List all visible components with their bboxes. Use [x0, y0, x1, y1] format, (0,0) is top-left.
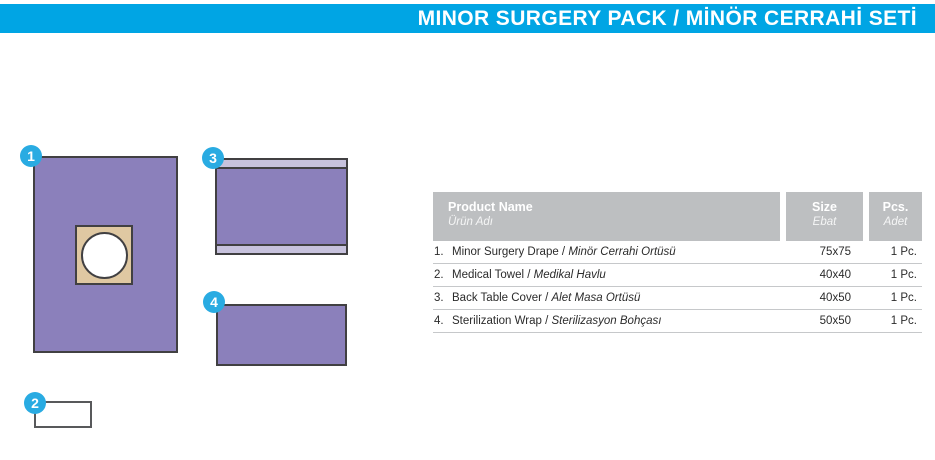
- table-header: Product Name Ürün Adı Size Ebat Pcs. Ade…: [433, 192, 922, 241]
- header-pcs-en: Pcs.: [882, 200, 909, 214]
- product-name-cell: Sterilization Wrap / Sterilizasyon Bohça…: [452, 315, 780, 327]
- product-name-cell: Back Table Cover / Alet Masa Örtüsü: [452, 292, 780, 304]
- product-table: Product Name Ürün Adı Size Ebat Pcs. Ade…: [433, 192, 922, 333]
- back-table-cover-illustration: [215, 158, 348, 255]
- page-title: MINOR SURGERY PACK / MİNÖR CERRAHİ SETİ: [417, 6, 917, 30]
- product-name-cell: Minor Surgery Drape / Minör Cerrahi Örtü…: [452, 246, 780, 258]
- size-value: 40x40: [819, 269, 851, 281]
- header-product-name: Product Name Ürün Adı: [433, 192, 780, 241]
- name-separator: /: [558, 246, 569, 258]
- fenestration-window: [75, 225, 133, 285]
- product-name-en: Medical Towel: [452, 269, 525, 281]
- cover-top-fold: [217, 160, 346, 169]
- header-product-name-en: Product Name: [448, 200, 533, 214]
- row-number: 1.: [434, 246, 444, 258]
- size-value: 40x50: [819, 292, 851, 304]
- header-pcs: Pcs. Adet: [869, 192, 922, 241]
- title-bar: MINOR SURGERY PACK / MİNÖR CERRAHİ SETİ: [0, 4, 935, 33]
- item-badge-1: 1: [20, 145, 42, 167]
- item-badge-2: 2: [24, 392, 46, 414]
- product-name-tr: Medikal Havlu: [533, 269, 606, 281]
- cover-bottom-fold: [217, 244, 346, 253]
- pcs-value: 1 Pc.: [890, 269, 917, 281]
- product-name-tr: Sterilizasyon Bohçası: [551, 315, 662, 327]
- table-row: 4. Sterilization Wrap / Sterilizasyon Bo…: [433, 310, 922, 333]
- pcs-value: 1 Pc.: [890, 292, 917, 304]
- row-number: 4.: [434, 315, 444, 327]
- fenestration-hole: [80, 231, 128, 279]
- item-badge-4: 4: [203, 291, 225, 313]
- minor-surgery-drape-illustration: [33, 156, 178, 353]
- table-row: 2. Medical Towel / Medikal Havlu 40x40 1…: [433, 264, 922, 287]
- size-value: 75x75: [819, 246, 851, 258]
- product-name-tr: Alet Masa Örtüsü: [551, 292, 641, 304]
- name-separator: /: [541, 292, 552, 304]
- product-name-en: Sterilization Wrap: [452, 315, 542, 327]
- header-size-en: Size: [811, 200, 837, 214]
- header-size-tr: Ebat: [812, 216, 837, 228]
- row-number: 2.: [434, 269, 444, 281]
- table-body: 1. Minor Surgery Drape / Minör Cerrahi Ö…: [433, 241, 922, 333]
- name-separator: /: [524, 269, 534, 281]
- pcs-value: 1 Pc.: [890, 315, 917, 327]
- table-row: 1. Minor Surgery Drape / Minör Cerrahi Ö…: [433, 241, 922, 264]
- sterilization-wrap-illustration: [216, 304, 347, 366]
- pcs-value: 1 Pc.: [890, 246, 917, 258]
- product-name-en: Minor Surgery Drape: [452, 246, 559, 258]
- row-number: 3.: [434, 292, 444, 304]
- table-row: 3. Back Table Cover / Alet Masa Örtüsü 4…: [433, 287, 922, 310]
- size-value: 50x50: [819, 315, 851, 327]
- item-badge-3: 3: [202, 147, 224, 169]
- product-name-en: Back Table Cover: [452, 292, 542, 304]
- product-name-tr: Minör Cerrahi Örtüsü: [568, 246, 676, 258]
- name-separator: /: [541, 315, 552, 327]
- product-name-cell: Medical Towel / Medikal Havlu: [452, 269, 780, 281]
- header-product-name-tr: Ürün Adı: [448, 216, 493, 228]
- header-pcs-tr: Adet: [883, 216, 908, 228]
- header-size: Size Ebat: [786, 192, 863, 241]
